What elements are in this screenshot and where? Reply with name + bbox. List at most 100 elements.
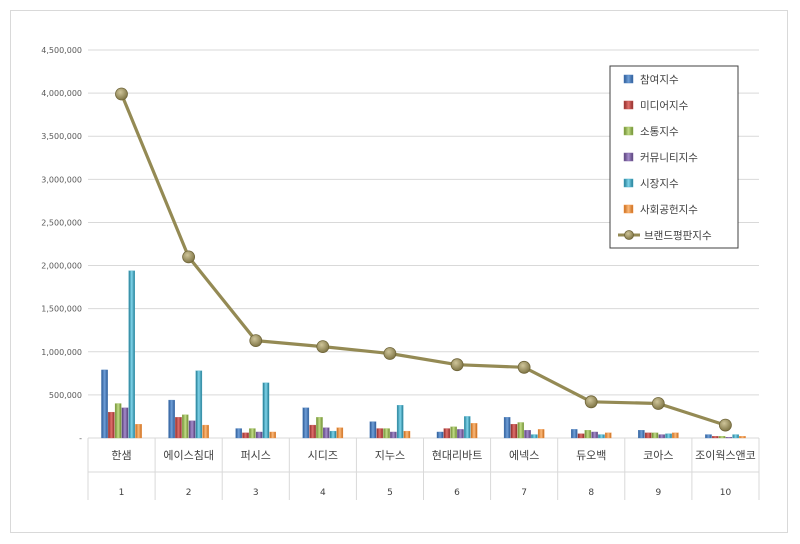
x-category-label: 조이웍스앤코 [695,449,756,462]
bar [577,433,585,439]
bar [329,430,337,439]
bar [457,429,464,439]
bar [188,420,196,439]
legend-label: 미디어지수 [640,100,689,112]
bar [135,424,142,439]
line-marker [517,360,531,374]
y-axis: - 500,000 1,000,000 1,500,000 2,000,000 2,500… [41,46,82,443]
bar-series [101,270,746,439]
bar [322,427,330,439]
bar [718,436,726,439]
legend-label: 커뮤니티지수 [640,152,698,164]
bar [591,431,598,439]
x-axis-table: 한샘 1 에이스침대 2 퍼시스 3 시디즈 4 지누스 5 현대리바트 6 에넥스 7 듀오백 8 코아스 9 조… [87,438,760,500]
x-category-label: 퍼시스 [241,449,271,462]
bar [114,403,122,439]
x-rank-label: 5 [387,488,393,498]
bar [383,428,390,439]
bar [262,382,270,439]
x-rank-label: 4 [320,488,326,498]
y-tick-label: 4,500,000 [41,46,82,55]
bar [651,432,659,439]
line-marker [719,418,732,432]
bar [302,407,310,439]
line-marker [584,395,598,409]
line-marker [450,358,464,372]
bar [463,416,471,439]
x-category-label: 에이스침대 [163,449,214,462]
bar [470,423,478,439]
bar [450,426,457,439]
legend-swatch [623,204,634,214]
bar [376,428,383,439]
x-category-label: 시디즈 [308,449,338,462]
x-rank-label: 2 [186,488,192,498]
line-marker [316,340,330,354]
bar [202,424,209,439]
bar [537,429,545,439]
x-rank-label: 3 [253,488,259,498]
bar [436,431,444,439]
bar [316,417,323,439]
bar [181,414,189,439]
bar [390,431,397,439]
legend-line-marker [624,230,634,240]
x-rank-label: 1 [119,488,125,498]
bar [108,411,115,439]
bar [336,427,344,439]
x-category-label: 듀오백 [576,449,606,462]
y-tick-label: 3,500,000 [41,132,82,141]
line-marker [182,250,196,264]
bar [121,407,129,439]
x-category-label: 지누스 [375,449,405,462]
bar [242,432,249,439]
x-category-label: 에넥스 [509,449,539,462]
legend-swatch [623,100,634,110]
bar [503,417,511,439]
x-rank-label: 7 [521,488,527,498]
bar [712,436,719,439]
line-marker [651,397,665,410]
bar [665,433,672,439]
legend-swatch [623,178,634,188]
x-category-label: 코아스 [643,449,673,462]
bar [584,430,592,439]
bar [658,434,666,439]
x-category-label: 한샘 [111,449,131,462]
legend-label: 시장지수 [640,178,679,190]
bar [672,432,679,439]
bar [605,432,612,439]
bar [510,424,518,439]
bar [531,434,538,439]
bar [168,399,175,439]
bar [195,370,203,439]
y-tick-label: 3,000,000 [41,175,82,184]
bar [705,434,712,439]
line-series [115,87,732,432]
bar [571,429,578,439]
legend-label: 브랜드평판지수 [644,230,712,242]
bar [369,421,377,439]
bar [598,434,605,439]
bar [403,430,411,439]
bar [517,422,525,439]
x-rank-label: 10 [720,488,732,498]
y-tick-label: 500,000 [49,391,82,400]
bar [725,436,733,439]
bar [732,434,739,439]
bar [249,428,256,439]
y-tick-label: 4,000,000 [41,89,82,98]
bar [396,405,404,439]
x-category-label: 현대리바트 [432,449,483,462]
y-tick-label: - [79,434,82,443]
bar [101,369,108,439]
bar [255,431,263,439]
bar [739,436,746,439]
bar [524,430,531,439]
line-marker [383,347,397,360]
bar [443,428,451,439]
bar [175,417,182,439]
y-tick-label: 1,500,000 [41,305,82,314]
legend-swatch [623,74,634,84]
